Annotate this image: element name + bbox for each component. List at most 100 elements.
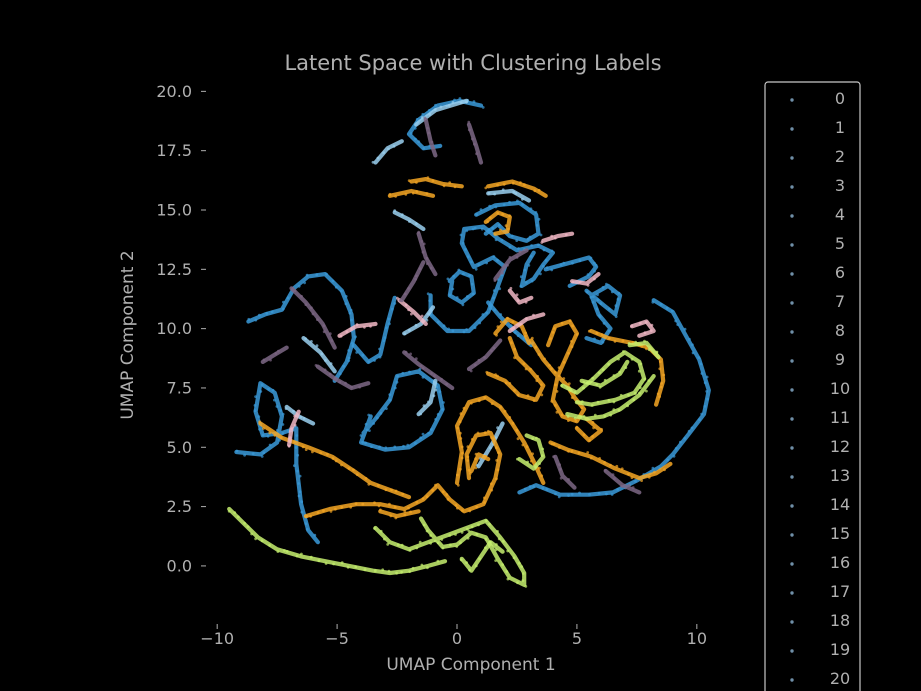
scatter-point (467, 529, 471, 533)
scatter-point (429, 534, 433, 537)
scatter-point (496, 530, 499, 533)
scatter-point (475, 532, 479, 536)
scatter-point (517, 561, 521, 565)
scatter-point (638, 321, 642, 325)
scatter-point (698, 418, 701, 421)
scatter-point (496, 183, 499, 187)
scatter-point (262, 358, 266, 362)
scatter-point (534, 211, 538, 214)
scatter-point (514, 192, 518, 195)
scatter-point (328, 332, 332, 336)
scatter-point (373, 501, 376, 505)
scatter-point (611, 473, 615, 476)
legend-marker (790, 620, 794, 624)
scatter-point (591, 435, 594, 438)
scatter-point (460, 445, 464, 449)
scatter-point (266, 434, 270, 438)
scatter-point (305, 273, 309, 277)
scatter-point (601, 368, 605, 372)
scatter-point (344, 302, 348, 306)
scatter-point (329, 510, 333, 513)
scatter-point (496, 325, 500, 329)
scatter-point (334, 285, 338, 289)
scatter-point (243, 453, 247, 457)
cluster-trace (627, 340, 661, 360)
cluster-trace (378, 509, 421, 519)
scatter-point (413, 126, 417, 130)
scatter-point (559, 476, 563, 480)
scatter-point (506, 316, 509, 320)
scatter-point (422, 147, 426, 150)
scatter-point (515, 256, 519, 259)
cluster-trace (517, 298, 711, 497)
scatter-point (407, 287, 410, 290)
scatter-point (523, 268, 527, 272)
scatter-point (554, 492, 557, 496)
scatter-point (305, 514, 309, 518)
scatter-point (425, 256, 429, 260)
scatter-point (402, 444, 405, 448)
scatter-point (597, 491, 601, 495)
scatter-point (591, 376, 595, 380)
scatter-point (598, 385, 602, 389)
scatter-point (470, 260, 473, 264)
scatter-point (560, 413, 564, 417)
scatter-point (509, 286, 513, 290)
scatter-point (350, 385, 353, 389)
scatter-point (697, 356, 701, 359)
scatter-point (254, 318, 258, 322)
scatter-point (430, 372, 433, 375)
scatter-point (519, 322, 523, 326)
scatter-point (488, 204, 492, 208)
scatter-point (508, 245, 512, 249)
scatter-point (349, 327, 353, 330)
y-tick-label: 0.0 (167, 556, 192, 575)
scatter-point (283, 549, 286, 552)
scatter-point (659, 385, 663, 389)
scatter-point (460, 456, 464, 460)
scatter-point (476, 431, 480, 435)
cluster-trace (392, 210, 426, 232)
scatter-point (479, 208, 483, 212)
scatter-point (523, 487, 527, 491)
scatter-point (415, 222, 418, 226)
legend-marker (790, 127, 794, 131)
scatter-point (270, 310, 274, 314)
scatter-point (496, 211, 500, 215)
scatter-point (483, 396, 487, 399)
scatter-point (631, 486, 635, 489)
scatter-point (703, 405, 707, 408)
scatter-point (422, 404, 426, 407)
scatter-point (473, 142, 476, 146)
scatter-point (376, 416, 379, 420)
scatter-point (334, 507, 337, 511)
scatter-point (445, 382, 448, 386)
scatter-point (516, 393, 520, 397)
scatter-point (612, 408, 616, 412)
scatter-point (376, 156, 380, 160)
scatter-point (586, 451, 590, 454)
scatter-point (469, 369, 473, 373)
scatter-point (638, 391, 641, 395)
scatter-point (550, 234, 554, 238)
scatter-point (485, 311, 489, 315)
scatter-point (349, 308, 353, 312)
series-lime (227, 339, 661, 588)
scatter-point (433, 539, 437, 543)
scatter-point (470, 525, 474, 529)
scatter-point (603, 414, 607, 418)
scatter-point (292, 440, 296, 444)
scatter-point (656, 392, 660, 396)
scatter-point (322, 324, 326, 328)
scatter-point (550, 367, 553, 370)
scatter-point (468, 274, 471, 277)
scatter-point (593, 261, 596, 265)
scatter-point (339, 289, 343, 293)
legend-label: 11 (830, 408, 850, 427)
scatter-point (616, 488, 619, 491)
scatter-point (371, 160, 375, 164)
scatter-point (515, 239, 519, 243)
scatter-point (404, 303, 408, 307)
scatter-point (528, 235, 532, 239)
scatter-point (596, 298, 600, 302)
